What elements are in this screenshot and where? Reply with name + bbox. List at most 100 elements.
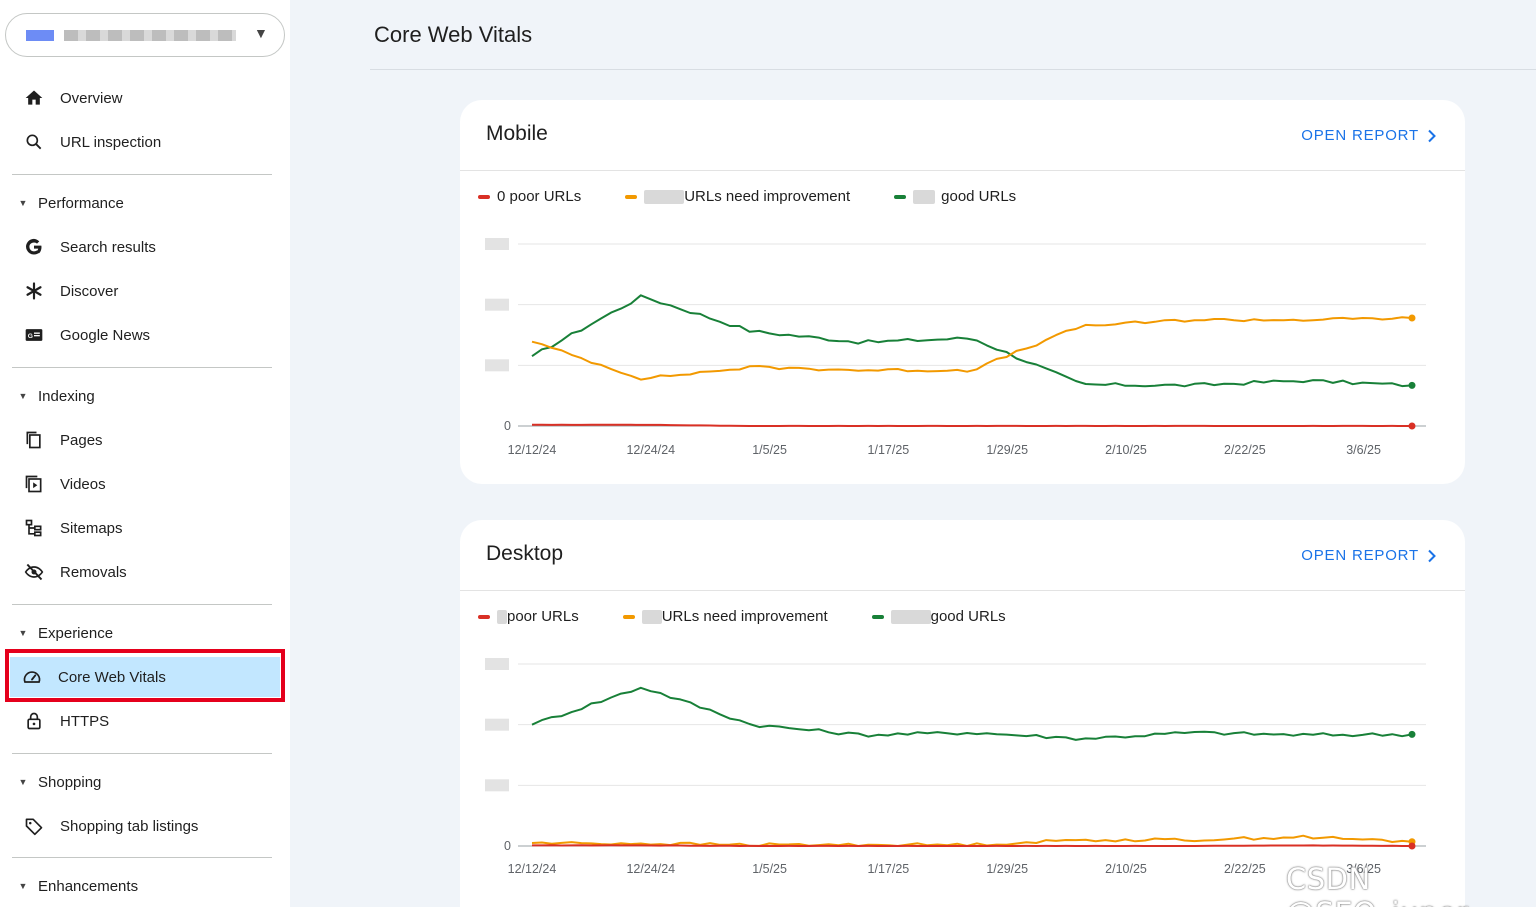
home-icon bbox=[12, 88, 56, 108]
series-line-need-improvement bbox=[531, 834, 1413, 847]
legend-label: 0 poor URLs bbox=[497, 188, 582, 205]
x-tick-label: 12/12/24 bbox=[508, 862, 557, 876]
series-endpoint-good bbox=[1408, 381, 1416, 389]
redacted-count bbox=[913, 189, 936, 204]
highlight-annotation-box bbox=[5, 649, 285, 702]
redacted-y-tick bbox=[485, 718, 509, 731]
x-tick-label: 2/22/25 bbox=[1224, 862, 1266, 876]
section-shopping[interactable]: ▼ Shopping bbox=[12, 767, 272, 797]
mobile-chart: 0 12/12/24 12/24/24 1/5/25 1/17/25 1/29/25 2/1… bbox=[485, 238, 1426, 457]
sidebar-item-shopping-tab-listings[interactable]: Shopping tab listings bbox=[12, 806, 272, 846]
card-title: Desktop bbox=[486, 542, 564, 565]
divider bbox=[12, 857, 272, 858]
sidebar-item-label: Sitemaps bbox=[60, 519, 123, 537]
chart-legend: poor URLs URLs need improvement good URL… bbox=[478, 608, 1050, 625]
sidebar-item-url-inspection[interactable]: URL inspection bbox=[12, 122, 272, 162]
legend-swatch bbox=[894, 194, 907, 199]
x-tick-label: 1/29/25 bbox=[986, 443, 1028, 457]
desktop-chart: 0 12/12/24 12/24/24 1/5/25 1/17/25 1/29/25 2/1… bbox=[485, 658, 1426, 876]
series-line-poor bbox=[532, 844, 1412, 847]
redacted-y-tick bbox=[485, 238, 509, 250]
section-performance[interactable]: ▼ Performance bbox=[12, 188, 272, 218]
redacted-count bbox=[497, 609, 507, 624]
video-icon bbox=[12, 474, 56, 494]
legend-swatch bbox=[625, 194, 638, 199]
sidebar-item-removals[interactable]: Removals bbox=[12, 552, 272, 592]
speedometer-icon bbox=[10, 667, 54, 687]
section-label: Enhancements bbox=[38, 877, 139, 895]
property-selector[interactable]: ▼ bbox=[5, 13, 285, 57]
section-experience[interactable]: ▼ Experience bbox=[12, 618, 272, 648]
sidebar-item-google-news[interactable]: G Google News bbox=[12, 315, 272, 355]
legend-label: URLs need improvement bbox=[684, 188, 851, 205]
x-tick-label: 2/10/25 bbox=[1105, 862, 1147, 876]
redacted-count bbox=[890, 609, 931, 624]
legend-good[interactable]: good URLs bbox=[894, 188, 1016, 205]
sidebar-item-sitemaps[interactable]: Sitemaps bbox=[12, 508, 272, 548]
series-line-good bbox=[531, 686, 1413, 741]
sidebar-item-label: Pages bbox=[60, 431, 103, 449]
section-label: Experience bbox=[38, 624, 114, 642]
section-indexing[interactable]: ▼ Indexing bbox=[12, 381, 272, 411]
legend-label: URLs need improvement bbox=[661, 608, 828, 625]
sidebar-item-core-web-vitals[interactable]: Core Web Vitals bbox=[10, 657, 280, 697]
legend-label: poor URLs bbox=[507, 608, 579, 625]
divider bbox=[12, 753, 272, 754]
property-name-redacted bbox=[64, 30, 236, 41]
google-g-icon bbox=[12, 237, 56, 257]
sidebar-item-label: Overview bbox=[60, 89, 123, 107]
caret-down-icon: ▼ bbox=[18, 198, 28, 208]
x-tick-label: 1/5/25 bbox=[752, 862, 787, 876]
sidebar-item-https[interactable]: HTTPS bbox=[12, 701, 272, 741]
lock-icon bbox=[12, 711, 56, 731]
series-endpoint-need-improvement bbox=[1408, 314, 1416, 322]
x-tick-label: 1/17/25 bbox=[868, 862, 910, 876]
sidebar-item-label: HTTPS bbox=[60, 712, 110, 730]
chart-legend: 0 poor URLs URLs need improvement good U… bbox=[478, 188, 1060, 205]
x-tick-label: 1/17/25 bbox=[868, 443, 910, 457]
redacted-y-tick bbox=[485, 298, 509, 311]
legend-poor[interactable]: 0 poor URLs bbox=[478, 188, 581, 205]
card-title: Mobile bbox=[486, 122, 548, 145]
divider bbox=[12, 604, 272, 605]
x-tick-label: 12/24/24 bbox=[626, 443, 675, 457]
desktop-card: 0 12/12/24 12/24/24 1/5/25 1/17/25 1/29/25 2/1… bbox=[460, 520, 1465, 907]
svg-text:G: G bbox=[28, 333, 33, 340]
open-report-label: OPEN REPORT bbox=[1301, 547, 1419, 564]
section-enhancements[interactable]: ▼ Enhancements bbox=[12, 871, 272, 901]
legend-poor[interactable]: poor URLs bbox=[478, 608, 579, 625]
sidebar-item-discover[interactable]: Discover bbox=[12, 271, 272, 311]
pages-icon bbox=[12, 430, 56, 450]
series-endpoint-poor bbox=[1408, 842, 1416, 850]
section-label: Indexing bbox=[38, 387, 95, 405]
watermark: CSDN @SEO_juper bbox=[1286, 862, 1468, 907]
search-icon bbox=[12, 132, 56, 152]
sidebar-item-search-results[interactable]: Search results bbox=[12, 227, 272, 267]
open-report-button[interactable]: OPEN REPORT bbox=[1301, 547, 1437, 564]
x-tick-label: 12/24/24 bbox=[626, 862, 675, 876]
redacted-count bbox=[641, 609, 662, 624]
sidebar-item-label: Removals bbox=[60, 563, 127, 581]
card-divider bbox=[460, 170, 1465, 171]
open-report-button[interactable]: OPEN REPORT bbox=[1301, 127, 1437, 144]
legend-need-improvement[interactable]: URLs need improvement bbox=[625, 188, 850, 205]
caret-down-icon: ▼ bbox=[18, 777, 28, 787]
page-title: Core Web Vitals bbox=[374, 22, 533, 47]
x-tick-label: 12/12/24 bbox=[508, 443, 557, 457]
divider bbox=[12, 174, 272, 175]
sidebar-item-pages[interactable]: Pages bbox=[12, 420, 272, 460]
open-report-label: OPEN REPORT bbox=[1301, 127, 1419, 144]
sidebar-item-videos[interactable]: Videos bbox=[12, 464, 272, 504]
divider bbox=[12, 367, 272, 368]
sidebar-item-overview[interactable]: Overview bbox=[12, 78, 272, 118]
legend-need-improvement[interactable]: URLs need improvement bbox=[622, 608, 828, 625]
sidebar-item-label: Videos bbox=[60, 475, 106, 493]
legend-label: good URLs bbox=[930, 608, 1006, 625]
tag-icon bbox=[12, 816, 56, 836]
x-tick-label: 2/22/25 bbox=[1224, 443, 1266, 457]
legend-label: good URLs bbox=[941, 188, 1017, 205]
legend-good[interactable]: good URLs bbox=[871, 608, 1006, 625]
y-tick-label: 0 bbox=[504, 839, 511, 853]
mobile-card: 0 12/12/24 12/24/24 1/5/25 1/17/25 1/29/25 2/1… bbox=[460, 100, 1465, 484]
sidebar-item-label: Google News bbox=[60, 326, 151, 344]
